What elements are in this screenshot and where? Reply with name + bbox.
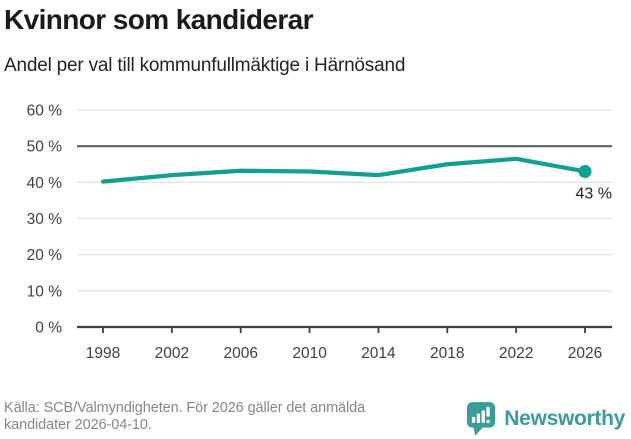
newsworthy-logo-text: Newsworthy: [504, 407, 625, 430]
newsworthy-logo: Newsworthy: [466, 401, 625, 437]
y-tick-label: 50 %: [27, 139, 63, 156]
line-chart: 0 % 10 % 20 % 30 % 40 % 50 % 60 % 1998 2002 2006 2…: [27, 103, 612, 362]
y-tick-label: 40 %: [27, 175, 63, 192]
chart-title: Kvinnor som kandiderar: [4, 4, 313, 35]
y-tick-label: 10 %: [27, 283, 63, 300]
x-tick-label: 2022: [499, 345, 533, 362]
y-tick-label: 60 %: [27, 103, 63, 120]
end-point-marker: [578, 164, 592, 178]
newsworthy-logo-icon: [467, 402, 496, 436]
y-tick-label: 0 %: [35, 320, 62, 337]
source-note: Källa: SCB/Valmyndigheten. För 2026 gäll…: [4, 400, 366, 433]
x-tick-label: 2018: [430, 345, 464, 362]
x-tick-label: 2002: [155, 345, 189, 362]
x-tick-label: 2014: [361, 345, 396, 362]
end-point-label: 43 %: [576, 185, 612, 202]
x-tick-label: 2006: [223, 345, 257, 362]
y-tick-label: 20 %: [27, 247, 63, 264]
chart-header: Kvinnor som kandiderar: [4, 4, 627, 36]
data-line: [100, 156, 588, 184]
x-tick-label: 2026: [568, 345, 602, 362]
x-tick-label: 2010: [292, 345, 327, 362]
x-tick-label: 1998: [86, 345, 120, 362]
chart-footer: Källa: SCB/Valmyndigheten. För 2026 gäll…: [4, 400, 625, 437]
chart-subtitle: Andel per val till kommunfullmäktige i H…: [4, 55, 406, 76]
y-tick-label: 30 %: [27, 211, 63, 228]
